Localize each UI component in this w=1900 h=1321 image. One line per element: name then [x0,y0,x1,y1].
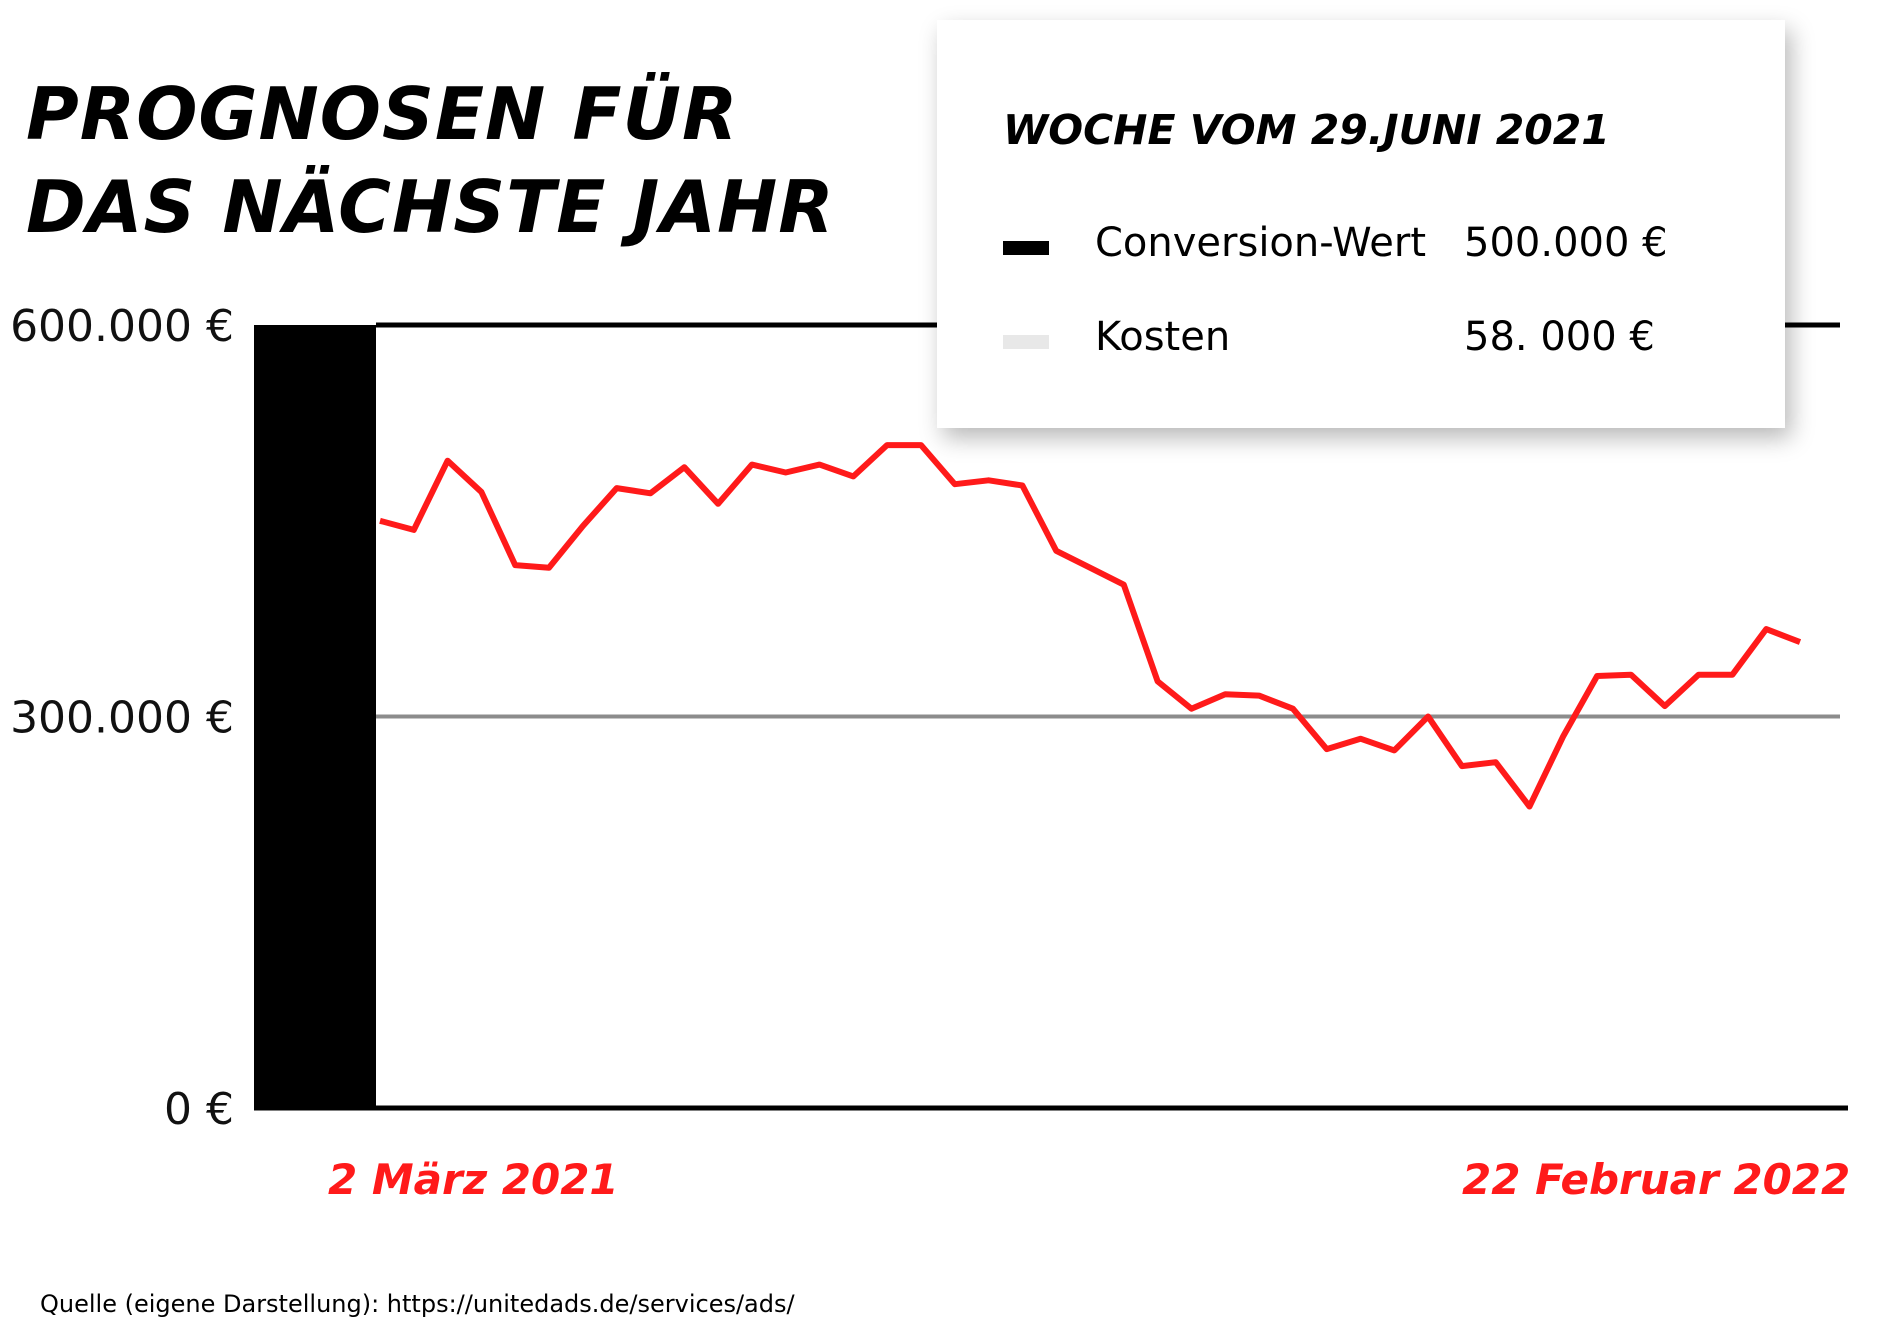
chart-title-line-1: PROGNOSEN FÜR [26,72,739,156]
legend-box: WOCHE VOM 29.JUNI 2021 Conversion-Wert 5… [937,20,1785,428]
chart-title-line-2: DAS NÄCHSTE JAHR [26,165,835,249]
legend-label-conversion: Conversion-Wert [1095,220,1427,266]
conversion-bar [254,325,376,1108]
y-tick-label: 300.000 € [10,693,234,744]
source-note: Quelle (eigene Darstellung): https://uni… [40,1290,795,1318]
legend-value-conversion: 500.000 € [1464,220,1668,266]
legend-swatch-conversion [1003,241,1049,255]
legend-item-kosten: Kosten 58. 000 € [937,310,1785,370]
legend-title: WOCHE VOM 29.JUNI 2021 [1003,106,1610,154]
chart-title: PROGNOSEN FÜR DAS NÄCHSTE JAHR [26,68,835,254]
x-label-start: 2 März 2021 [328,1155,619,1204]
legend-label-kosten: Kosten [1095,314,1231,360]
legend-item-conversion: Conversion-Wert 500.000 € [937,216,1785,276]
legend-swatch-kosten [1003,335,1049,349]
y-tick-label: 600.000 € [10,301,234,352]
series-line [379,442,1802,810]
y-tick-label: 0 € [164,1084,234,1135]
legend-value-kosten: 58. 000 € [1464,314,1655,360]
x-label-end: 22 Februar 2022 [1462,1155,1851,1204]
